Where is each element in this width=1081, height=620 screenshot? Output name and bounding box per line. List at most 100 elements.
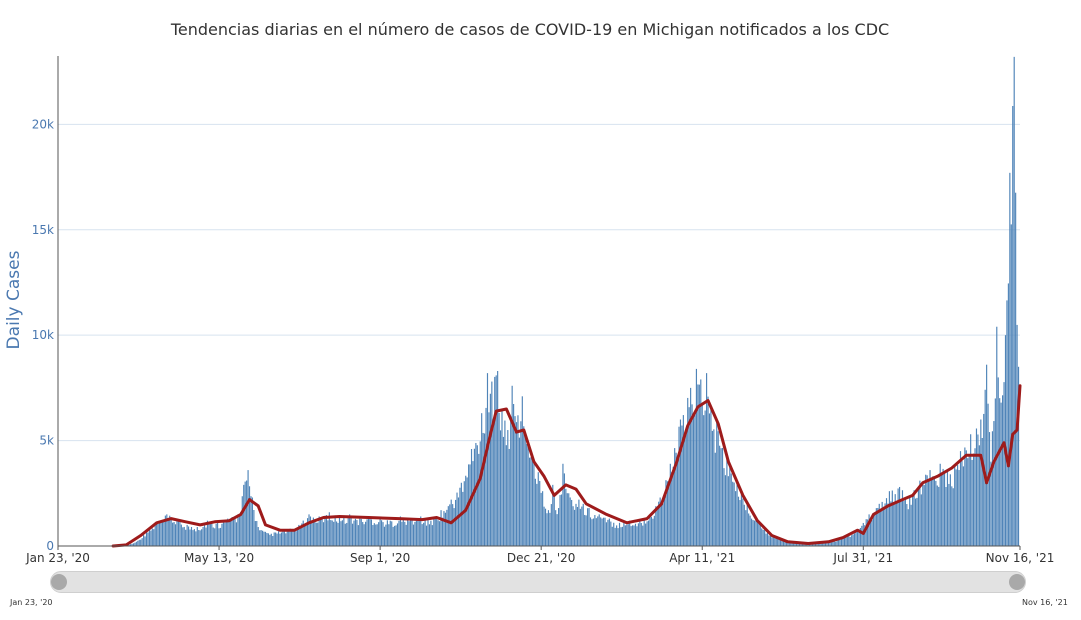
daily-case-bar	[350, 515, 352, 546]
daily-case-bar	[957, 465, 959, 546]
daily-case-bar	[948, 483, 950, 546]
daily-case-bar	[217, 522, 219, 546]
daily-case-bar	[755, 518, 757, 546]
daily-case-bar	[852, 534, 854, 546]
range-end-label: Nov 16, '21	[1022, 598, 1068, 607]
chart-title: Tendencias diarias en el número de casos…	[170, 20, 890, 39]
daily-case-bar	[632, 525, 634, 546]
daily-case-bar	[1000, 402, 1002, 546]
daily-case-bar	[386, 520, 388, 546]
daily-case-bar	[328, 512, 330, 546]
daily-case-bar	[283, 530, 285, 546]
daily-case-bar	[923, 485, 925, 546]
daily-case-bar	[452, 504, 454, 546]
daily-case-bar	[521, 396, 523, 546]
y-tick-label: 5k	[39, 434, 54, 448]
range-handle-end[interactable]	[1009, 574, 1025, 590]
daily-case-bar	[958, 470, 960, 546]
x-tick-label: Sep 1, '20	[350, 551, 410, 565]
daily-case-bar	[376, 524, 378, 546]
daily-case-bar	[851, 535, 853, 546]
daily-case-bar	[309, 516, 312, 546]
y-tick-label: 0	[46, 539, 54, 553]
daily-case-bar	[601, 518, 603, 546]
range-handle-start[interactable]	[51, 574, 67, 590]
daily-case-bar	[494, 376, 496, 546]
daily-case-bar	[849, 537, 851, 546]
daily-case-bar	[878, 503, 880, 546]
daily-case-bar	[203, 525, 206, 546]
daily-case-bar	[298, 524, 300, 546]
daily-case-bar	[990, 461, 992, 546]
daily-case-bar	[401, 521, 403, 546]
daily-case-bar	[645, 523, 647, 546]
daily-case-bar	[961, 460, 963, 546]
daily-case-bar	[627, 524, 629, 546]
daily-case-bar	[235, 522, 238, 546]
moving-average-line	[111, 384, 1022, 548]
daily-case-bar	[904, 498, 906, 546]
daily-case-bar	[675, 452, 677, 546]
daily-case-bar	[174, 524, 177, 546]
daily-case-bar	[736, 482, 738, 546]
daily-case-bar	[695, 368, 698, 546]
daily-case-bar	[993, 421, 995, 546]
daily-case-bar	[423, 522, 425, 546]
daily-case-bar	[396, 523, 399, 546]
daily-case-bar	[778, 538, 780, 546]
daily-case-bar	[169, 515, 171, 546]
daily-case-bar	[383, 526, 386, 546]
daily-case-bar	[711, 430, 713, 546]
daily-case-bar	[984, 389, 986, 546]
daily-case-bar	[517, 415, 519, 546]
daily-case-bar	[782, 540, 785, 546]
daily-case-bar	[392, 526, 394, 546]
daily-case-bar	[692, 415, 695, 546]
daily-case-bar	[823, 542, 825, 546]
daily-case-bar	[214, 528, 216, 546]
x-tick-label: Nov 16, '21	[986, 551, 1055, 565]
daily-case-bar	[427, 519, 429, 546]
daily-case-bar	[375, 524, 377, 546]
daily-case-bar	[482, 432, 484, 546]
daily-case-bar	[682, 415, 684, 546]
daily-case-bar	[679, 419, 682, 546]
daily-case-bar	[330, 520, 332, 546]
daily-case-bar	[546, 513, 548, 546]
daily-case-bar	[232, 517, 235, 546]
daily-case-bar	[469, 464, 471, 546]
daily-case-bar	[463, 481, 465, 546]
daily-case-bar	[854, 533, 856, 546]
daily-case-bar	[360, 518, 362, 546]
daily-case-bar	[655, 506, 657, 546]
daily-case-bar	[913, 490, 915, 546]
daily-case-bar	[306, 518, 309, 546]
daily-case-bar	[914, 498, 917, 546]
daily-case-bar	[362, 522, 364, 546]
daily-case-bar	[880, 508, 882, 546]
daily-case-bar	[769, 535, 772, 546]
daily-case-bar	[520, 421, 522, 546]
daily-case-bar	[925, 474, 927, 546]
daily-case-bar	[150, 530, 152, 546]
daily-case-bar	[1007, 283, 1009, 546]
daily-case-bar	[338, 516, 341, 546]
daily-case-bar	[131, 543, 133, 546]
daily-case-bar	[253, 510, 255, 546]
daily-case-bar	[299, 528, 301, 546]
daily-case-bar	[523, 426, 525, 546]
daily-case-bar	[813, 543, 815, 546]
daily-case-bar	[816, 543, 818, 546]
daily-case-bar	[894, 494, 896, 546]
daily-case-bar	[830, 542, 832, 546]
daily-case-bar	[344, 523, 346, 546]
daily-case-bar	[363, 524, 365, 546]
daily-case-bar	[707, 396, 709, 546]
daily-case-bar	[672, 466, 674, 546]
daily-case-bar	[263, 531, 265, 546]
daily-case-bar	[575, 503, 577, 546]
daily-case-bar	[334, 515, 336, 546]
daily-case-bar	[587, 508, 589, 546]
daily-case-bar	[965, 450, 967, 546]
range-slider-track[interactable]	[50, 571, 1026, 593]
